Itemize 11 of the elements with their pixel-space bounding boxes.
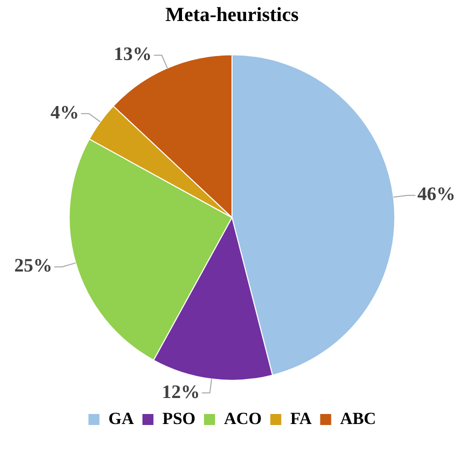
- data-label: 4%: [50, 102, 79, 124]
- legend-label: GA: [108, 408, 135, 428]
- legend-label: FA: [290, 408, 312, 428]
- data-label: 12%: [162, 382, 200, 403]
- data-label: 13%: [114, 44, 152, 66]
- legend-label: ACO: [224, 408, 262, 428]
- data-label: 25%: [14, 256, 52, 277]
- data-label: 46%: [417, 184, 456, 206]
- chart-title: Meta-heuristics: [165, 4, 299, 26]
- legend-label: PSO: [162, 408, 196, 428]
- legend-label: ABC: [340, 408, 376, 428]
